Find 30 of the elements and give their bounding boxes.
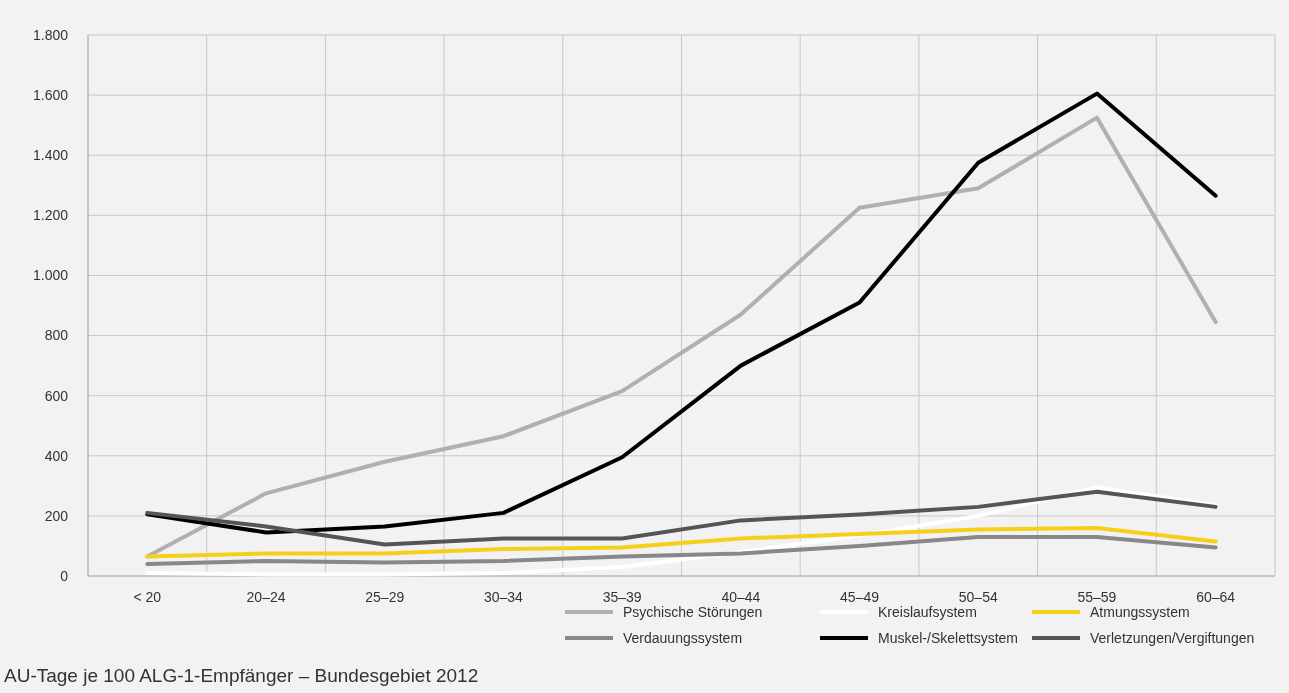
x-tick-label: 60–64 bbox=[1196, 589, 1236, 605]
legend-label: Kreislaufsystem bbox=[878, 603, 977, 620]
legend-label: Verdauungssystem bbox=[623, 629, 743, 646]
y-tick-label: 1.800 bbox=[32, 26, 69, 43]
y-tick-label: 1.000 bbox=[32, 267, 69, 284]
x-tick-label: 50–54 bbox=[958, 589, 998, 605]
x-tick-label: 20–24 bbox=[246, 589, 286, 605]
x-tick-label: 25–29 bbox=[365, 589, 405, 605]
y-tick-label: 1.400 bbox=[32, 147, 69, 164]
y-tick-label: 400 bbox=[44, 447, 69, 464]
y-tick-label: 1.200 bbox=[32, 207, 69, 224]
x-tick-label: 40–44 bbox=[721, 589, 761, 605]
y-tick-label: 1.600 bbox=[32, 87, 69, 104]
text: AU-Tage je 100 ALG-1-Empfänger – Bundesgebiet 2012 bbox=[4, 665, 479, 686]
line-series bbox=[145, 489, 1218, 547]
line-series bbox=[145, 534, 1218, 566]
legend-label: Psychische Störungen bbox=[623, 603, 763, 620]
x-tick-label: 35–39 bbox=[602, 589, 642, 605]
line-series bbox=[145, 525, 1218, 559]
y-tick-label: 0 bbox=[60, 567, 69, 584]
legend-label: Muskel-/Skelettsystem bbox=[878, 629, 1019, 646]
legend-label: Verletzungen/Vergiftungen bbox=[1090, 629, 1255, 646]
x-tick-label: 30–34 bbox=[483, 589, 524, 605]
y-tick-label: 200 bbox=[44, 507, 69, 524]
x-tick-label: < 20 bbox=[133, 589, 162, 605]
x-tick-label: 45–49 bbox=[840, 589, 880, 605]
legend-label: Atmungssystem bbox=[1090, 603, 1190, 620]
y-tick-label: 800 bbox=[44, 327, 69, 344]
y-tick-label: 600 bbox=[44, 387, 69, 404]
x-tick-label: 55–59 bbox=[1077, 589, 1117, 605]
